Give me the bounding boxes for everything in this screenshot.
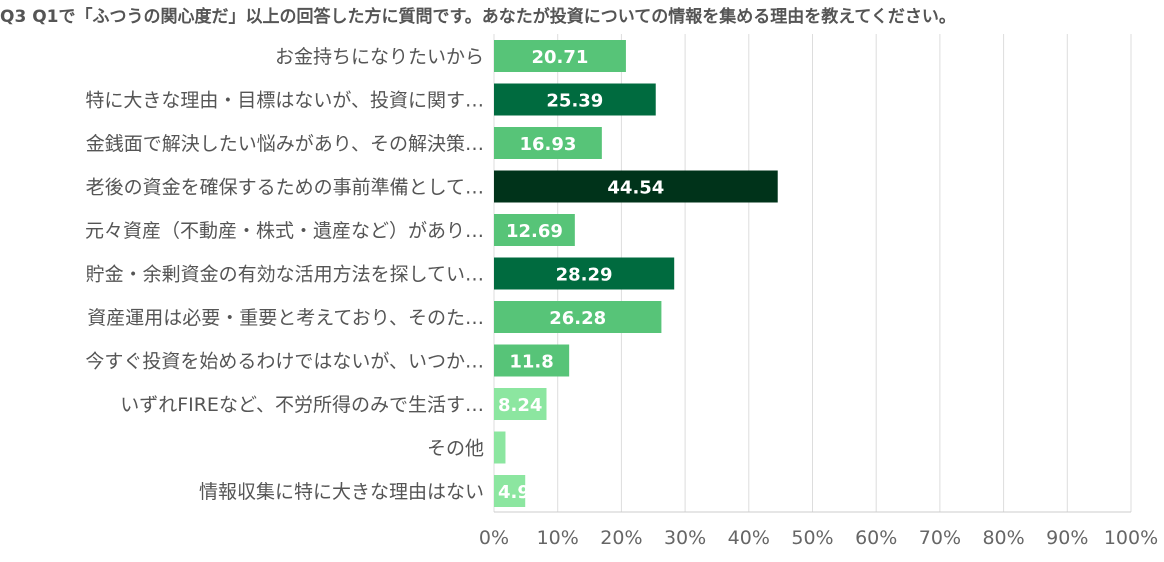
category-label: 金銭面で解決したい悩みがあり、その解決策… (86, 133, 484, 155)
x-tick-label: 60% (855, 527, 897, 549)
bar (494, 475, 526, 507)
x-tick-label: 80% (982, 527, 1024, 549)
x-tick-label: 70% (919, 527, 961, 549)
bar-value-label: 25.39 (546, 91, 603, 112)
bar (494, 301, 662, 333)
category-label: お金持ちになりたいから (275, 46, 484, 68)
bar-value-label: 12.69 (506, 221, 563, 242)
chart-title: Q3 Q1で「ふつうの関心度だ」以上の回答した方に質問です。あなたが投資について… (0, 6, 956, 27)
bar-value-label: 4.9 (498, 482, 530, 503)
x-tick-label: 90% (1046, 527, 1088, 549)
bar (494, 431, 506, 464)
x-tick-label: 0% (479, 527, 509, 549)
category-label: 情報収集に特に大きな理由はない (199, 481, 484, 503)
category-label: 資産運用は必要・重要と考えており、そのた… (87, 307, 484, 329)
bar-value-label: 8.24 (498, 395, 542, 416)
category-label: 貯金・余剰資金の有効な活用方法を探してい… (86, 264, 484, 286)
category-label: 今すぐ投資を始めるわけではないが、いつか… (85, 351, 484, 373)
value-label-layer: 20.71 25.39 16.93 44.54 12.69 28.29 26.28 11.8 8… (498, 47, 664, 503)
category-label: 老後の資金を確保するための事前準備として… (86, 177, 484, 199)
bar (494, 388, 547, 420)
bar (494, 40, 626, 72)
bar-value-label: 44.54 (607, 178, 664, 199)
bar (494, 344, 570, 377)
bar-value-label: 11.8 (509, 352, 553, 373)
bar-value-label: 26.28 (549, 308, 606, 329)
category-label: 元々資産（不動産・株式・遺産など）があり… (85, 220, 484, 242)
x-tick-label: 30% (664, 527, 706, 549)
x-tick-label: 50% (791, 527, 833, 549)
category-label: いずれFIREなど、不労所得のみで生活す… (120, 394, 484, 416)
x-tick-label: 20% (600, 527, 642, 549)
bar (494, 127, 602, 159)
category-label: 特に大きな理由・目標はないが、投資に関す… (85, 90, 484, 112)
bar (494, 170, 778, 203)
x-tick-layer: 0% 10% 20% 30% 40% 50% 60% 70% 80% 90% 100% (479, 527, 1158, 549)
bar-value-label: 28.29 (556, 265, 613, 286)
bar (494, 214, 575, 246)
bar-layer (494, 40, 778, 507)
x-tick-label: 40% (728, 527, 770, 549)
x-tick-label: 10% (537, 527, 579, 549)
x-tick-label: 100% (1104, 527, 1158, 549)
bar (494, 257, 675, 290)
category-label: その他 (427, 438, 484, 460)
bar-value-label: 16.93 (519, 134, 576, 155)
bar-value-label: 20.71 (531, 47, 588, 68)
bar (494, 83, 656, 116)
